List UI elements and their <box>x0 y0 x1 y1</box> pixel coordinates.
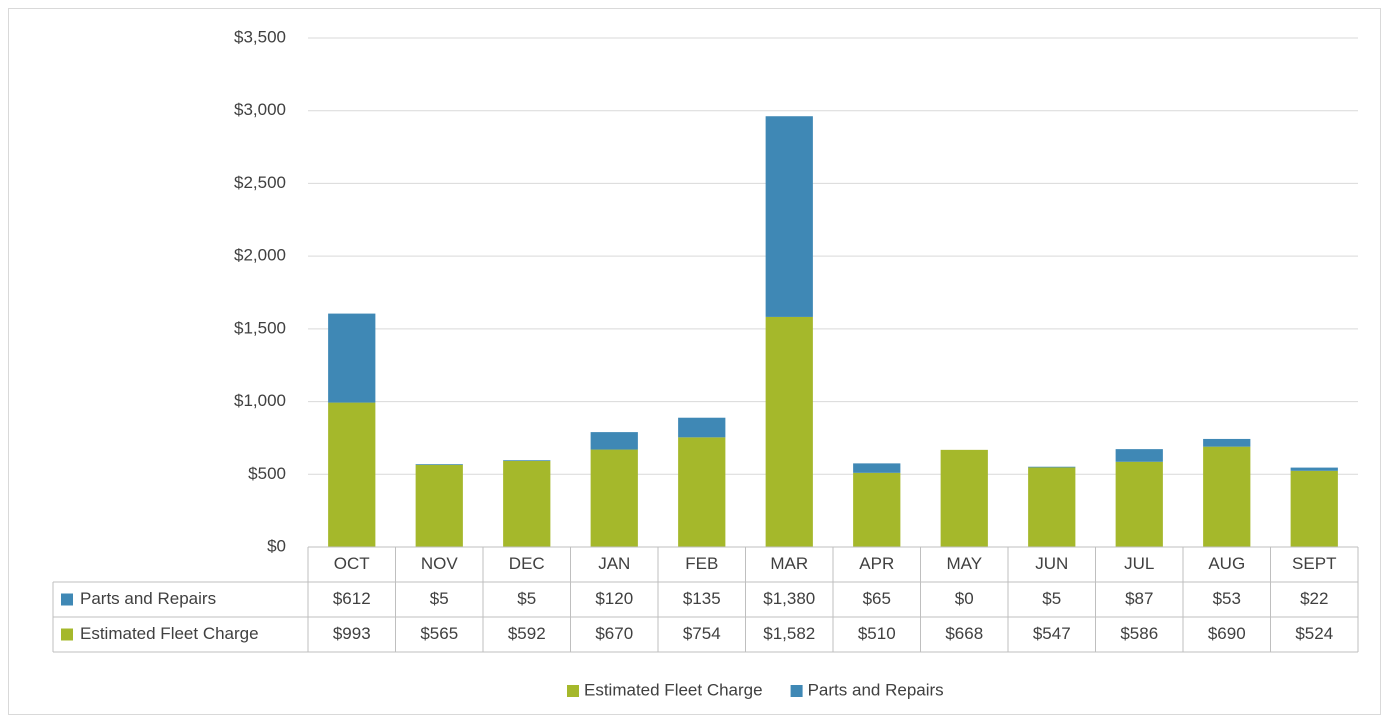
table-cell: $565 <box>420 624 458 643</box>
table-cell: $135 <box>683 589 721 608</box>
bar-segment <box>503 460 551 547</box>
x-tick-label: MAR <box>770 554 808 573</box>
table-cell: $754 <box>683 624 721 643</box>
legend-key <box>61 628 73 641</box>
table-cell: $612 <box>333 589 371 608</box>
bar-segment <box>1115 449 1163 462</box>
x-tick-label: OCT <box>334 554 370 573</box>
x-tick-label: DEC <box>509 554 545 573</box>
table-cell: $120 <box>595 589 633 608</box>
table-row-label: Estimated Fleet Charge <box>80 624 259 643</box>
y-tick-label: $2,500 <box>234 173 286 192</box>
bar-segment <box>1028 466 1076 468</box>
x-tick-label: MAY <box>946 554 982 573</box>
table-cell: $668 <box>945 624 983 643</box>
bar-segment <box>853 472 901 547</box>
y-tick-label: $500 <box>248 464 286 483</box>
table-cell: $5 <box>517 589 536 608</box>
bar-segment <box>328 402 376 547</box>
table-cell: $22 <box>1300 589 1328 608</box>
bar-segment <box>590 449 638 547</box>
bar-segment <box>590 432 638 450</box>
bar-segment <box>940 449 988 547</box>
y-tick-label: $1,500 <box>234 318 286 337</box>
legend-key <box>61 593 73 606</box>
bar-segment <box>1203 446 1251 547</box>
x-tick-label: FEB <box>685 554 718 573</box>
x-tick-label: APR <box>859 554 894 573</box>
bar-segment <box>1028 467 1076 547</box>
table-cell: $547 <box>1033 624 1071 643</box>
bar-segment <box>765 316 813 547</box>
table-cell: $690 <box>1208 624 1246 643</box>
legend-label: Parts and Repairs <box>808 680 944 699</box>
table-cell: $592 <box>508 624 546 643</box>
table-cell: $87 <box>1125 589 1153 608</box>
table-cell: $510 <box>858 624 896 643</box>
chart-border <box>8 8 1381 715</box>
bar-segment <box>328 313 376 403</box>
table-cell: $524 <box>1295 624 1333 643</box>
table-cell: $670 <box>595 624 633 643</box>
legend-key <box>790 685 803 697</box>
table-cell: $1,380 <box>763 589 815 608</box>
bar-segment <box>765 116 813 317</box>
bar-segment <box>1203 438 1251 447</box>
bar-segment <box>853 463 901 473</box>
y-tick-label: $2,000 <box>234 246 286 265</box>
y-tick-label: $3,000 <box>234 100 286 119</box>
x-tick-label: SEPT <box>1292 554 1336 573</box>
x-tick-label: NOV <box>421 554 459 573</box>
table-cell: $53 <box>1213 589 1241 608</box>
table-cell: $586 <box>1120 624 1158 643</box>
x-tick-label: JAN <box>598 554 630 573</box>
y-tick-label: $0 <box>267 536 286 555</box>
legend-key <box>567 685 579 697</box>
x-tick-label: AUG <box>1208 554 1245 573</box>
y-tick-label: $3,500 <box>234 27 286 46</box>
table-cell: $1,582 <box>763 624 815 643</box>
table-row-label: Parts and Repairs <box>80 589 216 608</box>
x-tick-label: JUN <box>1035 554 1068 573</box>
table-cell: $0 <box>955 589 974 608</box>
x-tick-label: JUL <box>1124 554 1154 573</box>
bar-segment <box>678 437 726 547</box>
bar-segment <box>503 460 551 461</box>
bar-segment <box>415 464 463 547</box>
table-cell: $993 <box>333 624 371 643</box>
y-tick-label: $1,000 <box>234 391 286 410</box>
legend-label: Estimated Fleet Charge <box>584 680 763 699</box>
bar-segment <box>415 464 463 465</box>
table-cell: $5 <box>1042 589 1061 608</box>
bar-segment <box>1115 461 1163 547</box>
table-cell: $5 <box>430 589 449 608</box>
table-cell: $65 <box>863 589 891 608</box>
bar-segment <box>1290 467 1338 471</box>
bar-segment <box>678 417 726 438</box>
bar-segment <box>1290 470 1338 547</box>
